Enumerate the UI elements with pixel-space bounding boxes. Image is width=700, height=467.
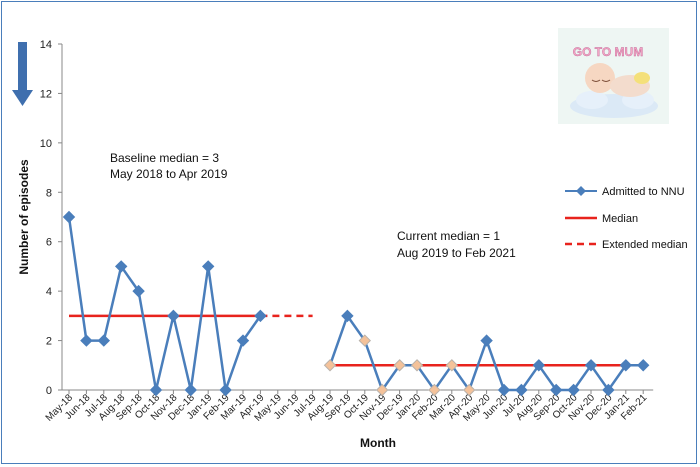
data-point	[236, 334, 250, 347]
y-tick-label: 4	[46, 286, 52, 298]
data-point	[636, 359, 650, 372]
logo-text: GO TO MUM	[573, 45, 643, 59]
admitted-series	[62, 210, 650, 397]
highlighted-data-point	[428, 383, 441, 397]
data-point	[132, 284, 145, 298]
data-point	[254, 309, 267, 323]
legend-admitted: Admitted to NNU	[602, 186, 685, 198]
data-point	[584, 359, 598, 372]
highlighted-data-point	[462, 383, 476, 397]
y-tick-label: 8	[46, 187, 52, 199]
current-median-label: Current median = 1	[397, 229, 500, 243]
y-tick-label: 12	[40, 88, 52, 100]
y-tick-label: 14	[40, 39, 52, 51]
y-tick-label: 10	[40, 138, 52, 150]
data-point	[480, 334, 493, 347]
data-point	[201, 260, 215, 273]
legend-median: Median	[602, 213, 638, 225]
y-tick-label: 2	[46, 336, 52, 348]
data-point	[167, 309, 180, 323]
down-arrow-icon	[12, 42, 33, 106]
data-point	[549, 383, 563, 397]
baseline-period-label: May 2018 to Apr 2019	[110, 167, 228, 181]
data-point	[515, 383, 528, 397]
legend-extended-median: Extended median	[602, 239, 688, 251]
y-axis-ticks: 0 2 4 6 8 10 12 14	[40, 39, 62, 397]
series-line	[67, 216, 262, 391]
y-axis-title: Number of episodes	[17, 159, 31, 275]
data-point	[341, 309, 354, 323]
median-lines	[69, 314, 644, 367]
data-point	[62, 210, 76, 224]
data-point	[567, 383, 580, 397]
data-point	[602, 383, 615, 397]
legend: Admitted to NNU Median Extended median	[565, 186, 688, 251]
y-tick-label: 6	[46, 237, 52, 249]
data-point	[80, 334, 93, 347]
data-point	[619, 359, 633, 372]
data-point	[497, 383, 511, 397]
highlighted-data-point	[358, 334, 372, 347]
sleeping-baby-logo-icon: GO TO MUM	[558, 28, 669, 124]
highlighted-data-point	[323, 359, 337, 372]
y-tick-label: 0	[46, 385, 52, 397]
x-axis-title: Month	[360, 436, 396, 450]
legend-marker	[576, 186, 586, 196]
data-point	[97, 334, 111, 347]
highlighted-data-point	[445, 359, 459, 372]
data-point	[149, 383, 163, 397]
x-axis-ticks: May-18Jun-18Jul-18Aug-18Sep-18Oct-18Nov-…	[44, 390, 650, 424]
highlighted-data-point	[410, 359, 424, 372]
baseline-median-label: Baseline median = 3	[110, 151, 219, 165]
series-line	[328, 313, 644, 393]
highlighted-data-point	[375, 383, 389, 397]
data-point	[219, 383, 232, 397]
data-point	[184, 383, 198, 397]
data-point	[532, 359, 546, 372]
highlighted-data-point	[393, 359, 406, 372]
current-period-label: Aug 2019 to Feb 2021	[397, 246, 516, 260]
data-point	[114, 260, 128, 273]
